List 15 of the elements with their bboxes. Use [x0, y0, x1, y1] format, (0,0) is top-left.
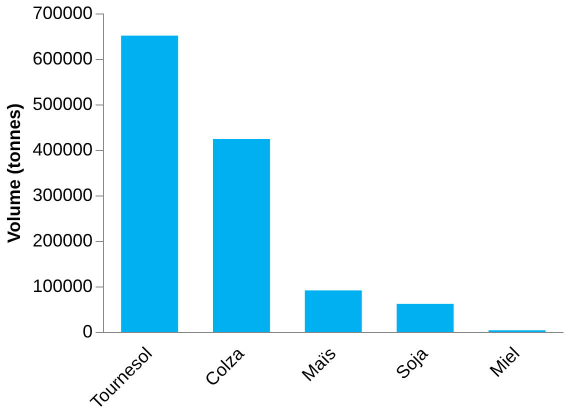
- y-tick-label: 500000: [32, 94, 93, 114]
- y-tick-label: 0: [82, 322, 93, 342]
- y-tick-label: 100000: [32, 276, 93, 296]
- x-tick-label: Soja: [392, 342, 432, 383]
- bar: [121, 36, 178, 332]
- y-tick-label: 200000: [32, 230, 93, 250]
- y-tick-label: 300000: [32, 184, 93, 205]
- y-tick-label: 700000: [32, 2, 93, 23]
- bar: [212, 139, 270, 332]
- bar: [304, 290, 362, 332]
- bar: [396, 304, 454, 332]
- x-tick-label: Miel: [486, 343, 524, 381]
- y-tick-label: 400000: [32, 139, 93, 160]
- y-axis-title: Volume (tonnes): [4, 103, 24, 244]
- y-tick-label: 600000: [32, 48, 93, 68]
